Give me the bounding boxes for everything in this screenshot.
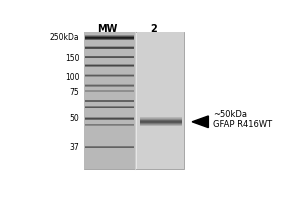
FancyBboxPatch shape bbox=[140, 119, 182, 120]
FancyBboxPatch shape bbox=[140, 124, 182, 125]
FancyBboxPatch shape bbox=[85, 100, 134, 101]
FancyBboxPatch shape bbox=[140, 124, 182, 125]
FancyBboxPatch shape bbox=[85, 106, 134, 107]
Text: ~50kDa: ~50kDa bbox=[213, 110, 247, 119]
FancyBboxPatch shape bbox=[140, 120, 182, 121]
FancyBboxPatch shape bbox=[140, 121, 182, 122]
FancyBboxPatch shape bbox=[85, 107, 134, 108]
Text: 250kDa: 250kDa bbox=[50, 33, 79, 42]
FancyBboxPatch shape bbox=[85, 47, 134, 48]
Text: 150: 150 bbox=[65, 54, 79, 63]
FancyBboxPatch shape bbox=[85, 85, 134, 86]
FancyBboxPatch shape bbox=[85, 36, 134, 37]
FancyBboxPatch shape bbox=[85, 90, 134, 91]
FancyBboxPatch shape bbox=[85, 125, 134, 126]
Polygon shape bbox=[192, 116, 208, 128]
FancyBboxPatch shape bbox=[85, 37, 134, 38]
FancyBboxPatch shape bbox=[85, 124, 134, 125]
FancyBboxPatch shape bbox=[85, 39, 134, 40]
FancyBboxPatch shape bbox=[85, 74, 134, 75]
FancyBboxPatch shape bbox=[84, 32, 184, 169]
FancyBboxPatch shape bbox=[85, 48, 134, 49]
FancyBboxPatch shape bbox=[85, 84, 134, 85]
FancyBboxPatch shape bbox=[85, 75, 134, 76]
FancyBboxPatch shape bbox=[85, 100, 134, 101]
FancyBboxPatch shape bbox=[140, 122, 182, 123]
Text: 2: 2 bbox=[150, 24, 157, 34]
FancyBboxPatch shape bbox=[85, 74, 134, 75]
FancyBboxPatch shape bbox=[85, 124, 134, 125]
FancyBboxPatch shape bbox=[85, 101, 134, 102]
FancyBboxPatch shape bbox=[140, 120, 182, 121]
Text: 100: 100 bbox=[65, 73, 79, 82]
Text: 37: 37 bbox=[70, 143, 79, 152]
FancyBboxPatch shape bbox=[85, 38, 134, 39]
FancyBboxPatch shape bbox=[85, 147, 134, 148]
FancyBboxPatch shape bbox=[85, 66, 134, 67]
FancyBboxPatch shape bbox=[140, 123, 182, 124]
FancyBboxPatch shape bbox=[85, 147, 134, 148]
FancyBboxPatch shape bbox=[137, 32, 184, 169]
FancyBboxPatch shape bbox=[85, 46, 134, 47]
FancyBboxPatch shape bbox=[85, 125, 134, 126]
FancyBboxPatch shape bbox=[85, 118, 134, 119]
FancyBboxPatch shape bbox=[85, 57, 134, 58]
FancyBboxPatch shape bbox=[140, 125, 182, 126]
FancyBboxPatch shape bbox=[85, 48, 134, 49]
FancyBboxPatch shape bbox=[85, 117, 134, 118]
FancyBboxPatch shape bbox=[140, 119, 182, 120]
FancyBboxPatch shape bbox=[85, 75, 134, 76]
FancyBboxPatch shape bbox=[140, 121, 182, 122]
FancyBboxPatch shape bbox=[85, 76, 134, 77]
FancyBboxPatch shape bbox=[84, 32, 135, 169]
FancyBboxPatch shape bbox=[140, 118, 182, 119]
FancyBboxPatch shape bbox=[85, 91, 134, 92]
FancyBboxPatch shape bbox=[85, 117, 134, 118]
FancyBboxPatch shape bbox=[85, 146, 134, 147]
FancyBboxPatch shape bbox=[85, 86, 134, 87]
FancyBboxPatch shape bbox=[85, 146, 134, 147]
FancyBboxPatch shape bbox=[85, 64, 134, 65]
Text: 75: 75 bbox=[70, 88, 79, 97]
FancyBboxPatch shape bbox=[140, 118, 182, 119]
FancyBboxPatch shape bbox=[140, 125, 182, 126]
Text: 50: 50 bbox=[70, 114, 79, 123]
FancyBboxPatch shape bbox=[140, 123, 182, 124]
FancyBboxPatch shape bbox=[85, 119, 134, 120]
FancyBboxPatch shape bbox=[85, 56, 134, 57]
FancyBboxPatch shape bbox=[85, 46, 134, 47]
FancyBboxPatch shape bbox=[85, 101, 134, 102]
FancyBboxPatch shape bbox=[85, 66, 134, 67]
FancyBboxPatch shape bbox=[140, 117, 182, 118]
FancyBboxPatch shape bbox=[85, 57, 134, 58]
FancyBboxPatch shape bbox=[85, 107, 134, 108]
FancyBboxPatch shape bbox=[85, 101, 134, 102]
FancyBboxPatch shape bbox=[140, 121, 182, 122]
FancyBboxPatch shape bbox=[140, 122, 182, 123]
FancyBboxPatch shape bbox=[85, 65, 134, 66]
FancyBboxPatch shape bbox=[85, 90, 134, 91]
FancyBboxPatch shape bbox=[85, 106, 134, 107]
FancyBboxPatch shape bbox=[85, 86, 134, 87]
FancyBboxPatch shape bbox=[85, 119, 134, 120]
FancyBboxPatch shape bbox=[85, 56, 134, 57]
FancyBboxPatch shape bbox=[85, 118, 134, 119]
Text: MW: MW bbox=[97, 24, 117, 34]
Text: GFAP R416WT: GFAP R416WT bbox=[213, 120, 272, 129]
FancyBboxPatch shape bbox=[85, 39, 134, 40]
FancyBboxPatch shape bbox=[85, 64, 134, 65]
FancyBboxPatch shape bbox=[85, 47, 134, 48]
FancyBboxPatch shape bbox=[85, 91, 134, 92]
FancyBboxPatch shape bbox=[85, 38, 134, 39]
FancyBboxPatch shape bbox=[85, 85, 134, 86]
FancyBboxPatch shape bbox=[85, 35, 134, 36]
FancyBboxPatch shape bbox=[85, 84, 134, 85]
